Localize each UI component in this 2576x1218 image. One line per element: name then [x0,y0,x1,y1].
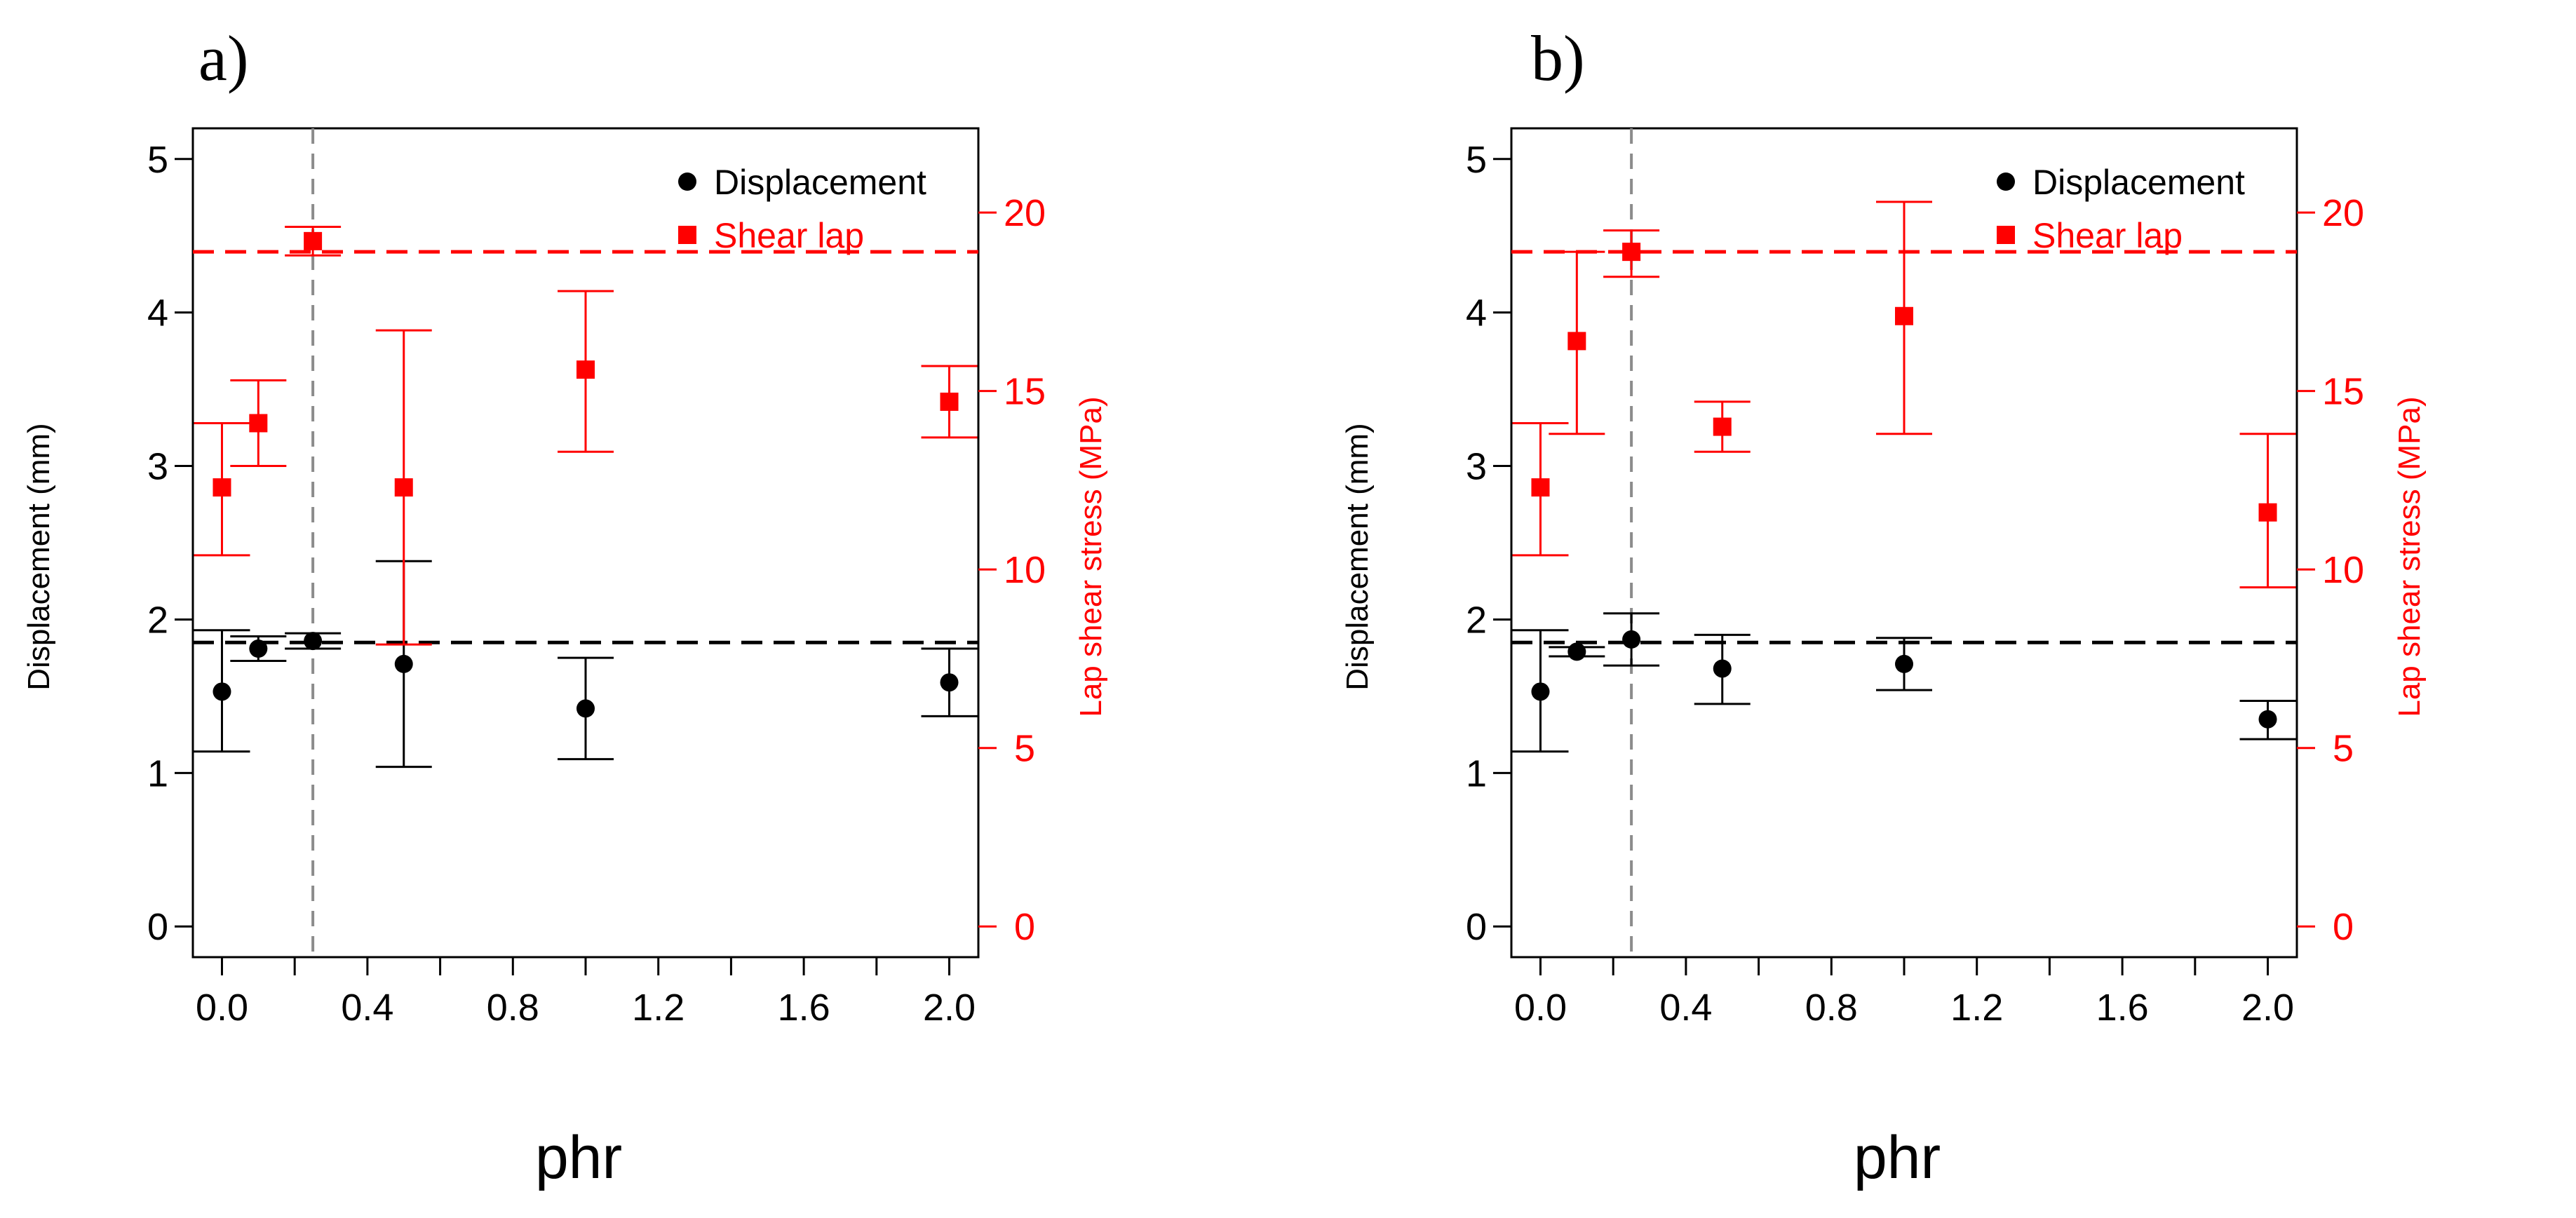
displacement-point [576,699,595,718]
y-tick-label: 4 [1466,292,1487,334]
y-tick-label: 2 [1466,599,1487,641]
y-tick-label: 5 [1466,139,1487,181]
y2-tick-label: 0 [2333,906,2354,948]
y-tick-label: 0 [147,906,168,948]
panel-b: 0 1 2 3 4 5 0 5 10 15 20 0.0 0.4 0.8 1.2 1.6 2.0 Displace… [1340,22,2427,1191]
shear-point [1713,417,1732,436]
y2-axis-title: Lap shear stress (MPa) [2392,396,2427,717]
x-tick-label: 0.8 [487,987,539,1029]
y2-tick-label: 5 [2333,728,2354,770]
shear-point [394,478,413,497]
displacement-point [249,640,268,658]
x-axis-title: phr [535,1124,622,1191]
x-tick-label: 0.0 [196,987,248,1029]
displacement-point [1622,630,1641,649]
y2-tick-label: 20 [1004,192,1046,234]
shear-point [304,231,323,250]
shear-point [576,360,595,379]
legend-displacement-marker [1997,172,2015,191]
shear-point [1531,478,1550,497]
y-axis-title: Displacement (mm) [22,423,56,690]
legend-displacement-marker [678,172,696,191]
y-tick-label: 0 [1466,906,1487,948]
y2-tick-label: 15 [1004,371,1046,413]
displacement-point [1567,642,1586,661]
legend-shear-label: Shear lap [2032,216,2183,255]
displacement-point [213,682,231,701]
x-tick-label: 2.0 [2241,987,2294,1029]
displacement-point [2258,710,2277,729]
y2-tick-label: 5 [1014,728,1035,770]
y2-tick-label: 15 [2322,371,2364,413]
y-tick-label: 4 [147,292,168,334]
x-tick-label: 2.0 [923,987,976,1029]
x-tick-label: 1.2 [1950,987,2003,1029]
y-tick-label: 5 [147,139,168,181]
shear-point [940,392,959,411]
shear-point [1622,243,1641,262]
y2-tick-label: 0 [1014,906,1035,948]
legend-shear-marker [1997,226,2015,244]
shear-point [249,414,268,433]
legend-shear-marker [678,226,696,244]
y-tick-label: 2 [147,599,168,641]
panel-label: a) [198,22,248,94]
displacement-point [1895,654,1913,673]
legend-displacement-label: Displacement [2032,163,2245,202]
y-tick-label: 1 [1466,752,1487,794]
y2-axis-title: Lap shear stress (MPa) [1074,396,1108,717]
displacement-point [394,654,413,673]
displacement-point [1531,682,1550,701]
x-tick-label: 0.4 [1659,987,1712,1029]
x-tick-label: 0.0 [1514,987,1567,1029]
shear-point [2258,503,2277,522]
x-tick-label: 1.2 [632,987,685,1029]
legend-displacement-label: Displacement [714,163,926,202]
y2-tick-label: 10 [1004,549,1046,591]
y2-tick-label: 10 [2322,549,2364,591]
y-tick-label: 3 [1466,446,1487,488]
panel-label: b) [1531,22,1585,94]
y-tick-label: 1 [147,752,168,794]
x-axis-title: phr [1854,1124,1941,1191]
displacement-point [940,673,959,692]
shear-point [1567,332,1586,351]
panel-a: 0 1 2 3 4 5 0 5 10 15 20 0.0 0.4 0.8 1.2 1.6 2.0 Displace… [22,22,1108,1191]
shear-point [213,478,231,497]
y-axis-title: Displacement (mm) [1340,423,1375,690]
x-tick-label: 0.8 [1805,987,1858,1029]
x-tick-label: 1.6 [2096,987,2149,1029]
legend-shear-label: Shear lap [714,216,864,255]
y2-tick-label: 20 [2322,192,2364,234]
y-tick-label: 3 [147,446,168,488]
displacement-point [1713,659,1732,678]
x-tick-label: 1.6 [778,987,830,1029]
x-tick-label: 0.4 [341,987,393,1029]
displacement-point [304,632,323,651]
shear-point [1895,306,1913,325]
